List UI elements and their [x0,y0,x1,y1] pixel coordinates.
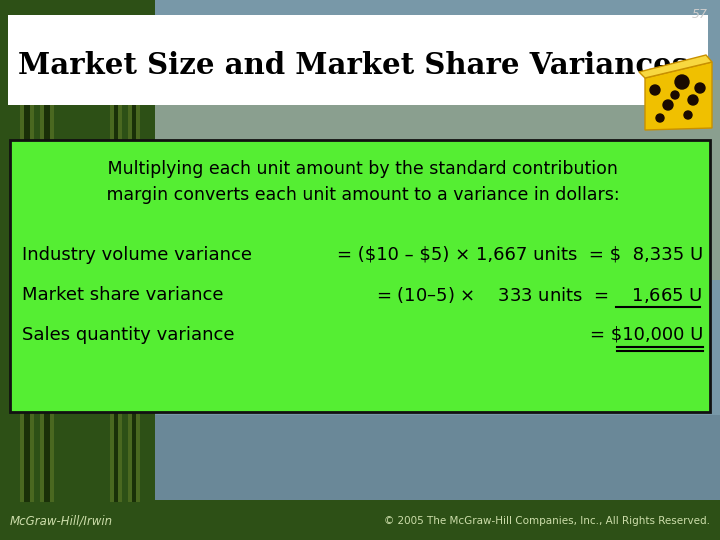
Bar [132,20,136,520]
Circle shape [671,91,679,99]
Text: = ($10 – $5) × 1,667 units  = $  8,335 U: = ($10 – $5) × 1,667 units = $ 8,335 U [337,246,703,264]
Circle shape [656,114,664,122]
Text: Market share variance: Market share variance [22,286,223,304]
Text: © 2005 The McGraw-Hill Companies, Inc., All Rights Reserved.: © 2005 The McGraw-Hill Companies, Inc., … [384,516,710,526]
Text: 57: 57 [692,8,708,21]
Bar [20,20,34,520]
Polygon shape [645,62,712,130]
Text: Market Size and Market Share Variances: Market Size and Market Share Variances [18,51,688,79]
Bar [155,80,720,280]
Text: Multiplying each unit amount by the standard contribution
 margin converts each : Multiplying each unit amount by the stan… [101,160,619,205]
Bar [128,20,140,520]
Circle shape [650,85,660,95]
Bar [24,20,30,520]
Text: Sales quantity variance: Sales quantity variance [22,326,235,344]
Bar [0,502,720,540]
Bar [44,20,50,520]
Circle shape [675,75,689,89]
Bar [110,20,122,520]
Circle shape [695,83,705,93]
Bar [0,0,155,540]
Text: = ($10 – $5) ×    333 units  =    1,665 U: = ($10 – $5) × 333 units = 1,665 U [377,285,703,305]
Text: = $10,000 U: = $10,000 U [590,326,703,344]
Circle shape [684,111,692,119]
Text: Industry volume variance: Industry volume variance [22,246,252,264]
Circle shape [688,95,698,105]
Bar [8,15,708,105]
Bar [155,0,720,420]
Bar [114,20,118,520]
Bar [155,415,720,500]
Bar [10,140,710,412]
Circle shape [663,100,673,110]
Bar [40,20,54,520]
Polygon shape [639,55,712,78]
Text: McGraw-Hill/Irwin: McGraw-Hill/Irwin [10,515,113,528]
